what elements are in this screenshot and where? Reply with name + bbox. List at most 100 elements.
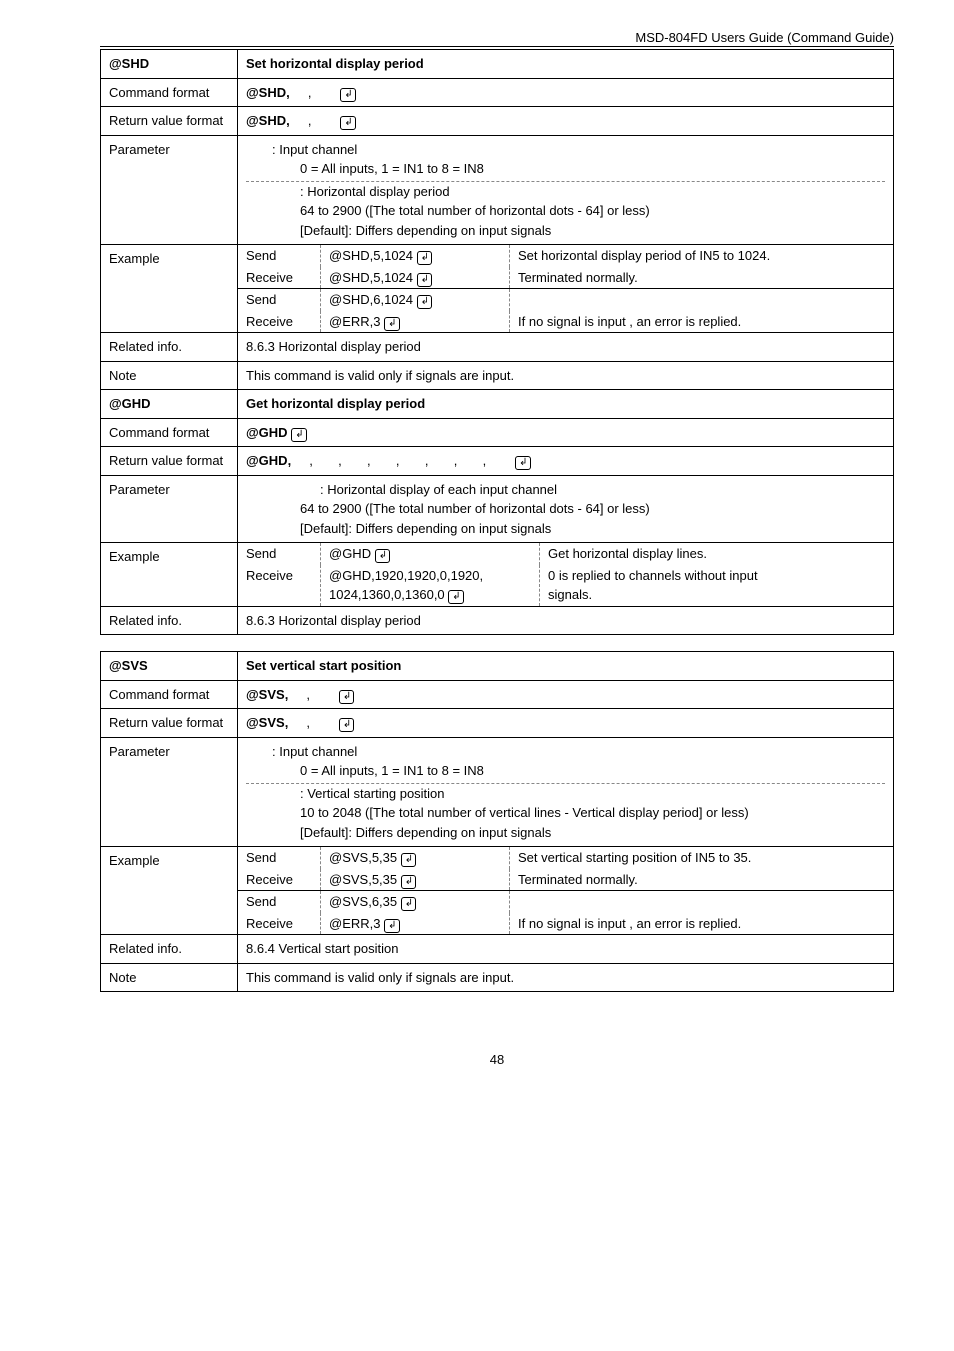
example-cmd: @GHD,1920,1920,0,1920, 1024,1360,0,1360,… — [321, 565, 540, 606]
cmd-prefix: @SVS, — [246, 687, 288, 702]
example-desc — [510, 289, 894, 311]
enter-icon: ↲ — [448, 590, 463, 604]
example-cmd: @SHD,5,1024 ↲ — [321, 267, 510, 289]
row-value: Send @GHD ↲ Get horizontal display lines… — [238, 543, 894, 607]
enter-icon: ↲ — [401, 897, 416, 911]
row-value: @SVS, , ↲ — [238, 680, 894, 709]
example-dir: Receive — [238, 565, 321, 606]
enter-icon: ↲ — [340, 116, 355, 130]
example-desc: Set horizontal display period of IN5 to … — [510, 245, 894, 267]
row-value: Send @SHD,5,1024 ↲ Set horizontal displa… — [238, 245, 894, 333]
row-label: Note — [101, 963, 238, 992]
row-value: : Horizontal display of each input chann… — [238, 475, 894, 543]
shd-title: Set horizontal display period — [238, 50, 894, 79]
table-shd-ghd: @SHD Set horizontal display period Comma… — [100, 49, 894, 635]
row-label: Return value format — [101, 107, 238, 136]
example-desc: Terminated normally. — [510, 267, 894, 289]
row-value: : Input channel 0 = All inputs, 1 = IN1 … — [238, 135, 894, 245]
row-value: : Input channel 0 = All inputs, 1 = IN1 … — [238, 737, 894, 847]
cmd-prefix: @GHD — [246, 425, 291, 440]
example-dir: Receive — [238, 869, 321, 891]
ghd-code: @GHD — [101, 390, 238, 419]
example-dir: Send — [238, 245, 321, 267]
param-line: 64 to 2900 ([The total number of horizon… — [246, 499, 885, 519]
row-label: Command format — [101, 418, 238, 447]
cmd-prefix: @SVS, — [246, 715, 288, 730]
row-value: @GHD ↲ — [238, 418, 894, 447]
example-cmd: @ERR,3 ↲ — [321, 311, 510, 333]
param-line: : Horizontal display of each input chann… — [246, 480, 885, 500]
enter-icon: ↲ — [339, 718, 354, 732]
example-desc: Set vertical starting position of IN5 to… — [510, 847, 894, 869]
row-value: 8.6.3 Horizontal display period — [238, 333, 894, 362]
row-label: Command format — [101, 78, 238, 107]
shd-code: @SHD — [101, 50, 238, 79]
enter-icon: ↲ — [401, 853, 416, 867]
param-line: [Default]: Differs depending on input si… — [246, 823, 885, 843]
row-value: Send @SVS,5,35 ↲ Set vertical starting p… — [238, 847, 894, 935]
example-dir: Send — [238, 543, 321, 565]
row-label: Return value format — [101, 709, 238, 738]
ghd-title: Get horizontal display period — [238, 390, 894, 419]
example-dir: Send — [238, 289, 321, 311]
cmd-line: @GHD,1920,1920,0,1920, — [329, 566, 539, 586]
row-value: 8.6.3 Horizontal display period — [238, 606, 894, 635]
enter-icon: ↲ — [384, 317, 399, 331]
sep: , — [308, 85, 312, 100]
cmd-line: 1024,1360,0,1360,0 ↲ — [329, 585, 539, 605]
row-label: Example — [101, 847, 238, 935]
param-line: 10 to 2048 ([The total number of vertica… — [246, 803, 885, 823]
row-value: @SHD, , ↲ — [238, 78, 894, 107]
example-cmd: @ERR,3 ↲ — [321, 913, 510, 935]
cmd-prefix: @SHD, — [246, 113, 290, 128]
example-desc: If no signal is input , an error is repl… — [510, 311, 894, 333]
desc-line: signals. — [548, 585, 893, 605]
param-line: : Vertical starting position — [246, 784, 885, 804]
row-label: Example — [101, 245, 238, 333]
param-line: : Input channel — [246, 140, 885, 160]
row-label: Parameter — [101, 475, 238, 543]
table-svs: @SVS Set vertical start position Command… — [100, 651, 894, 992]
desc-line: 0 is replied to channels without input — [548, 566, 893, 586]
enter-icon: ↲ — [417, 251, 432, 265]
row-value: 8.6.4 Vertical start position — [238, 935, 894, 964]
param-line: 0 = All inputs, 1 = IN1 to 8 = IN8 — [246, 159, 885, 179]
example-dir: Send — [238, 891, 321, 913]
enter-icon: ↲ — [417, 295, 432, 309]
example-dir: Receive — [238, 913, 321, 935]
example-desc — [510, 891, 894, 913]
example-dir: Receive — [238, 267, 321, 289]
param-line: 64 to 2900 ([The total number of horizon… — [246, 201, 885, 221]
cmd-prefix: @GHD, — [246, 453, 291, 468]
row-value: @SHD, , ↲ — [238, 107, 894, 136]
example-cmd: @SVS,6,35 ↲ — [321, 891, 510, 913]
sep: , — [308, 113, 312, 128]
row-value: This command is valid only if signals ar… — [238, 963, 894, 992]
row-label: Related info. — [101, 606, 238, 635]
cmd-prefix: @SHD, — [246, 85, 290, 100]
param-line: [Default]: Differs depending on input si… — [246, 221, 885, 241]
example-cmd: @SHD,5,1024 ↲ — [321, 245, 510, 267]
param-line: 0 = All inputs, 1 = IN1 to 8 = IN8 — [246, 761, 885, 781]
svs-code: @SVS — [101, 652, 238, 681]
example-desc: If no signal is input , an error is repl… — [510, 913, 894, 935]
enter-icon: ↲ — [401, 875, 416, 889]
example-desc: Get horizontal display lines. — [540, 543, 894, 565]
example-desc: Terminated normally. — [510, 869, 894, 891]
example-dir: Receive — [238, 311, 321, 333]
page-number: 48 — [100, 1052, 894, 1067]
commas: , , , , , , , — [309, 453, 486, 468]
row-value: @SVS, , ↲ — [238, 709, 894, 738]
row-label: Return value format — [101, 447, 238, 476]
svs-title: Set vertical start position — [238, 652, 894, 681]
enter-icon: ↲ — [375, 549, 390, 563]
param-line: : Input channel — [246, 742, 885, 762]
example-cmd: @GHD ↲ — [321, 543, 540, 565]
param-line: [Default]: Differs depending on input si… — [246, 519, 885, 539]
row-label: Parameter — [101, 135, 238, 245]
example-dir: Send — [238, 847, 321, 869]
row-label: Related info. — [101, 333, 238, 362]
enter-icon: ↲ — [340, 88, 355, 102]
row-label: Related info. — [101, 935, 238, 964]
sep: , — [306, 715, 310, 730]
